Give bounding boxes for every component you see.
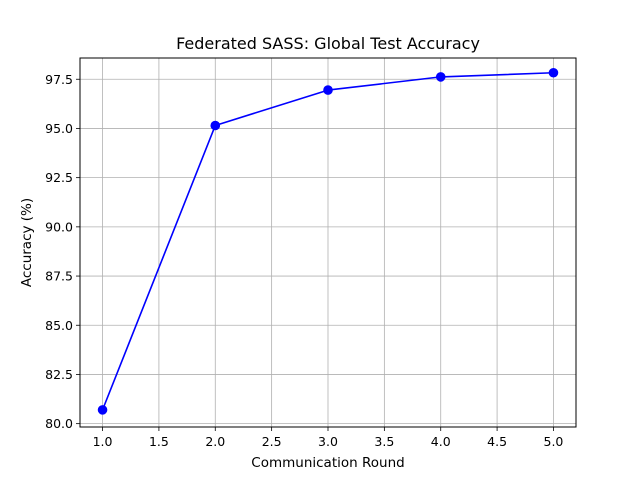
- x-tick-label: 2.0: [205, 434, 225, 449]
- x-tick-label: 3.0: [318, 434, 338, 449]
- grid: [80, 58, 576, 427]
- x-tick-label: 3.5: [374, 434, 394, 449]
- data-point: [210, 120, 221, 131]
- y-axis-label: Accuracy (%): [19, 198, 35, 287]
- series-layer: [97, 67, 559, 415]
- x-tick-label: 1.5: [149, 434, 169, 449]
- y-tick-label: 97.5: [45, 72, 73, 87]
- x-tick-label: 2.5: [262, 434, 282, 449]
- y-tick-label: 92.5: [45, 170, 73, 185]
- chart-title: Federated SASS: Global Test Accuracy: [176, 34, 480, 53]
- data-point: [97, 405, 108, 415]
- y-tick-label: 82.5: [45, 367, 73, 382]
- y-tick-label: 90.0: [45, 219, 73, 234]
- y-tick-label: 80.0: [45, 416, 73, 431]
- x-tick-label: 5.0: [544, 434, 564, 449]
- y-tick-label: 85.0: [45, 318, 73, 333]
- data-point: [548, 67, 559, 78]
- x-tick-label: 1.0: [93, 434, 113, 449]
- x-tick-label: 4.0: [431, 434, 451, 449]
- y-tick-label: 95.0: [45, 121, 73, 136]
- data-point: [323, 85, 333, 95]
- x-tick-label: 4.5: [487, 434, 507, 449]
- y-tick-label: 87.5: [45, 269, 73, 284]
- data-point: [435, 72, 446, 82]
- x-axis-label: Communication Round: [251, 455, 404, 471]
- x-axis: 1.0 1.5 2.0 2.5 3.0 3.5 4.0 4.5 5.0: [93, 427, 564, 449]
- y-axis: 80.0 82.5 85.0 87.5 90.0 92.5 95.0 97.5: [45, 72, 80, 431]
